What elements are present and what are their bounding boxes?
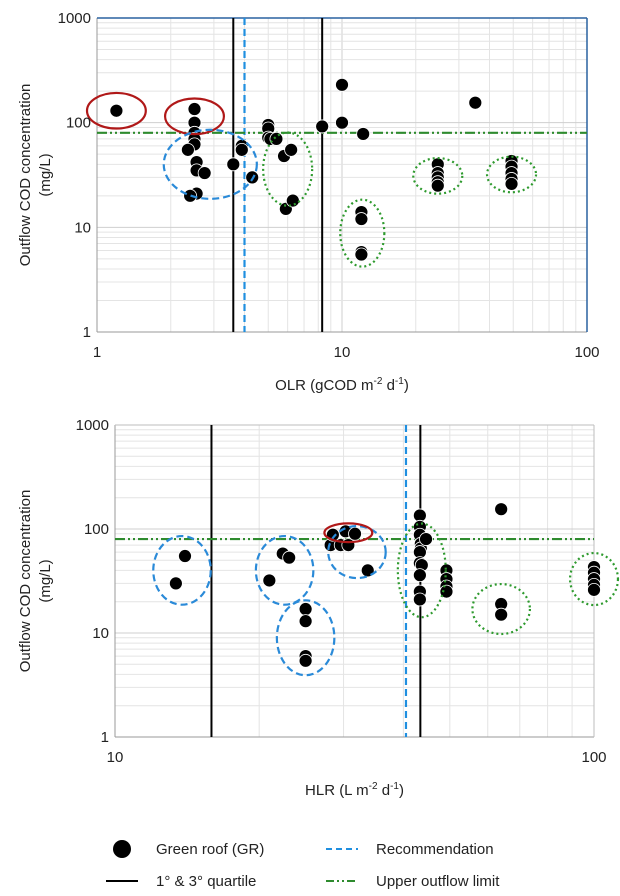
y-axis-label-unit: (mg/L) xyxy=(37,153,54,196)
red-group-ellipse xyxy=(323,522,374,544)
y-tick-label: 1 xyxy=(101,729,109,746)
data-point xyxy=(285,193,300,208)
blue-group-ellipse xyxy=(275,599,336,677)
legend-item-recommendation: Recommendation xyxy=(322,839,494,859)
data-point xyxy=(183,188,198,203)
legend-item-quartile: 1° & 3° quartile xyxy=(102,871,256,891)
plot-area xyxy=(85,17,588,333)
x-axis-label: OLR (gCOD m-2 d-1) xyxy=(275,376,409,394)
data-point xyxy=(168,576,183,591)
x-axis-label: HLR (L m-2 d-1) xyxy=(305,781,404,799)
red-group-ellipse xyxy=(85,91,147,130)
legend-dashed-line-symbol xyxy=(326,848,358,850)
legend-point-symbol xyxy=(113,840,131,858)
legend-solid-line-symbol xyxy=(106,880,138,882)
y-tick-label: 1000 xyxy=(76,417,109,434)
data-points xyxy=(168,502,601,668)
legend-label-quartile: 1° & 3° quartile xyxy=(156,872,257,890)
legend: Green roof (GR) Recommendation 1° & 3° q… xyxy=(0,835,620,896)
green-group-ellipse xyxy=(485,155,538,194)
blue-group-ellipse xyxy=(254,534,315,606)
data-point xyxy=(262,573,277,588)
data-point xyxy=(284,142,299,157)
x-tick-label: 100 xyxy=(581,749,606,766)
y-tick-label: 10 xyxy=(92,625,109,642)
data-point xyxy=(226,157,241,172)
y-axis-label: Outflow COD concentration xyxy=(17,84,34,267)
x-tick-label: 10 xyxy=(107,749,124,766)
data-point xyxy=(335,115,349,130)
hlr-scatter-chart: 10 100 1 10 100 1000 HLR (L m-2 d-1) Outflow CO… xyxy=(17,417,620,799)
data-point xyxy=(587,582,601,597)
green-group-ellipse xyxy=(339,198,386,268)
x-tick-label: 100 xyxy=(574,344,599,361)
data-point xyxy=(356,127,371,141)
x-tick-label: 10 xyxy=(334,344,351,361)
data-points xyxy=(109,77,519,262)
data-point xyxy=(298,614,313,629)
group-ellipses xyxy=(85,91,538,268)
blue-group-ellipse xyxy=(152,534,212,606)
y-tick-label: 1 xyxy=(83,324,91,341)
data-point xyxy=(282,550,297,565)
data-point xyxy=(298,653,313,668)
green-group-ellipse xyxy=(568,551,620,607)
data-point xyxy=(109,103,124,118)
data-point xyxy=(494,607,509,622)
legend-item-green-roof: Green roof (GR) xyxy=(102,839,264,859)
red-group-ellipse xyxy=(163,97,225,136)
data-point xyxy=(430,178,445,193)
y-tick-label: 1000 xyxy=(58,10,91,27)
y-tick-label: 100 xyxy=(84,521,109,538)
green-group-ellipse xyxy=(262,131,314,207)
data-point xyxy=(494,502,509,517)
legend-item-upper-limit: Upper outflow limit xyxy=(322,871,499,891)
y-tick-label: 10 xyxy=(74,219,91,236)
data-point xyxy=(348,526,362,541)
blue-group-ellipse xyxy=(327,524,387,580)
data-point xyxy=(178,549,192,563)
data-point xyxy=(335,77,349,92)
olr-scatter-chart: 1 10 100 1 10 100 1000 OLR (gCOD m-2 d-1) Outflo… xyxy=(17,10,600,394)
blue-group-ellipse xyxy=(162,128,258,200)
gridlines xyxy=(96,18,587,333)
y-axis-label: Outflow COD concentration xyxy=(17,490,34,673)
data-point xyxy=(412,592,427,607)
data-point xyxy=(412,568,427,583)
gridlines xyxy=(114,425,594,738)
data-point xyxy=(341,538,356,553)
legend-label-recommendation: Recommendation xyxy=(376,840,494,858)
group-ellipses xyxy=(152,522,620,677)
green-group-ellipse xyxy=(412,157,464,195)
legend-label-green-roof: Green roof (GR) xyxy=(156,840,265,858)
data-point xyxy=(197,166,212,180)
data-point xyxy=(419,532,433,546)
data-point xyxy=(187,102,202,116)
y-axis-label-unit: (mg/L) xyxy=(37,559,54,602)
plot-area xyxy=(114,424,620,738)
data-point xyxy=(269,131,284,146)
data-point xyxy=(181,142,195,157)
y-tick-label: 100 xyxy=(66,115,91,132)
legend-dashdot-line-symbol xyxy=(326,880,358,882)
data-point xyxy=(468,95,483,110)
plot-background xyxy=(115,425,594,737)
x-tick-label: 1 xyxy=(93,344,101,361)
data-point xyxy=(354,212,369,226)
green-group-ellipse xyxy=(471,582,532,636)
data-point xyxy=(504,176,519,191)
data-point xyxy=(354,247,369,262)
data-point xyxy=(439,584,454,599)
legend-label-upper-limit: Upper outflow limit xyxy=(376,872,500,890)
data-point xyxy=(315,119,330,134)
data-point xyxy=(298,602,313,616)
data-point xyxy=(234,142,249,157)
